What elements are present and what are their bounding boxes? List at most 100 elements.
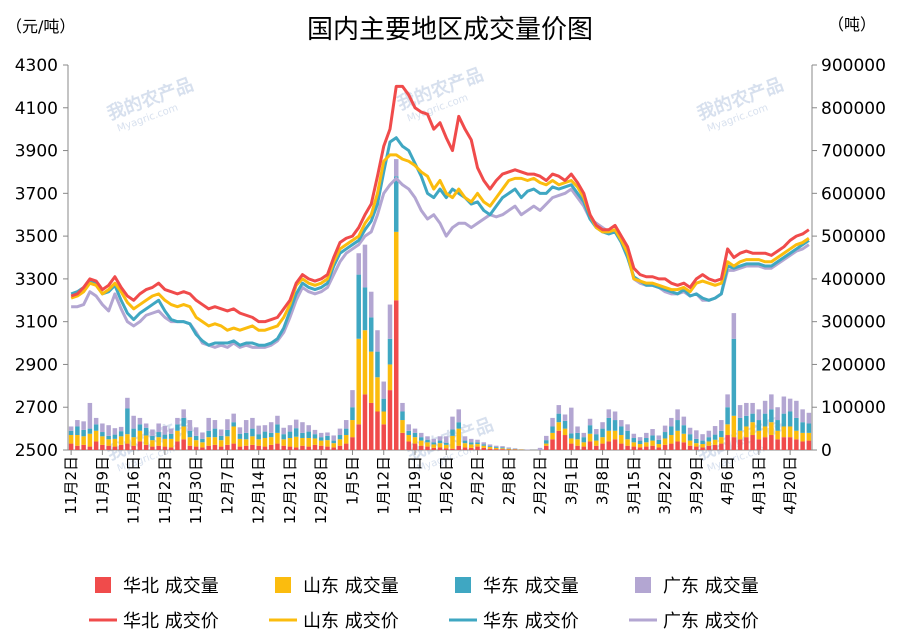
bar bbox=[487, 448, 493, 450]
bar bbox=[393, 300, 399, 450]
bar bbox=[193, 435, 199, 441]
bar bbox=[575, 432, 580, 440]
legend-label: 华东 成交价 bbox=[483, 611, 579, 632]
bar bbox=[143, 423, 149, 428]
bar bbox=[631, 433, 637, 439]
x-tick-label: 12月14日 bbox=[250, 456, 268, 524]
bar bbox=[594, 429, 599, 435]
legend-label: 广东 成交价 bbox=[663, 611, 759, 632]
bar bbox=[387, 338, 393, 365]
bar bbox=[431, 438, 436, 443]
bar bbox=[606, 441, 612, 450]
bar bbox=[731, 313, 737, 339]
legend-swatch bbox=[635, 577, 651, 593]
bar bbox=[612, 430, 618, 440]
bar bbox=[200, 438, 205, 443]
bar bbox=[750, 413, 755, 423]
bar bbox=[750, 422, 755, 436]
bar bbox=[781, 426, 787, 438]
bar bbox=[481, 445, 487, 448]
bar bbox=[719, 430, 724, 438]
bar bbox=[418, 445, 424, 450]
bar bbox=[293, 436, 299, 448]
bar bbox=[606, 430, 612, 442]
bar bbox=[450, 429, 455, 436]
bar bbox=[112, 438, 118, 447]
bar bbox=[412, 428, 418, 433]
y-tick-label: 4100 bbox=[15, 99, 58, 119]
bar bbox=[544, 443, 549, 446]
bar bbox=[787, 411, 793, 427]
bar bbox=[662, 432, 668, 439]
bar bbox=[293, 419, 299, 429]
bar bbox=[594, 434, 599, 441]
bar bbox=[143, 435, 149, 445]
bar bbox=[575, 439, 580, 446]
bar bbox=[800, 432, 805, 442]
bar bbox=[275, 415, 280, 425]
bar bbox=[619, 443, 624, 450]
bar bbox=[687, 427, 693, 435]
bar bbox=[368, 351, 374, 403]
bar bbox=[650, 445, 655, 450]
bar bbox=[737, 439, 743, 450]
bar bbox=[581, 437, 587, 443]
bar bbox=[694, 446, 699, 450]
bar bbox=[312, 444, 318, 450]
bar bbox=[156, 423, 161, 433]
x-tick-label: 4月6日 bbox=[719, 456, 737, 505]
x-tick-label: 1月5日 bbox=[343, 456, 361, 505]
bar bbox=[725, 407, 730, 425]
bar bbox=[193, 440, 199, 447]
bar bbox=[762, 426, 768, 438]
bar bbox=[325, 432, 330, 436]
bar bbox=[481, 444, 487, 446]
bar bbox=[181, 426, 186, 440]
bar bbox=[775, 420, 780, 431]
bar bbox=[368, 291, 374, 318]
bar bbox=[175, 441, 180, 450]
bar bbox=[781, 413, 787, 427]
bar bbox=[68, 426, 74, 431]
bar bbox=[731, 437, 737, 450]
bar bbox=[706, 430, 712, 438]
bar bbox=[275, 432, 280, 444]
bar bbox=[200, 442, 205, 448]
bar bbox=[581, 442, 587, 447]
bar bbox=[762, 437, 768, 450]
bar bbox=[381, 398, 386, 412]
bar bbox=[262, 438, 268, 447]
bar bbox=[781, 396, 787, 414]
bar bbox=[137, 424, 143, 431]
bar bbox=[293, 428, 299, 437]
bar bbox=[93, 417, 99, 425]
bar bbox=[162, 438, 168, 447]
bar bbox=[118, 444, 124, 450]
bar bbox=[431, 447, 436, 450]
line bbox=[70, 136, 810, 347]
bar bbox=[325, 435, 330, 441]
bar bbox=[356, 424, 361, 450]
bar bbox=[456, 428, 462, 446]
bar bbox=[118, 431, 124, 437]
bar bbox=[737, 417, 743, 431]
legend-swatch bbox=[455, 577, 471, 593]
bar bbox=[612, 420, 618, 431]
bar bbox=[669, 435, 674, 444]
bar bbox=[656, 435, 662, 440]
bar bbox=[494, 445, 499, 448]
bar bbox=[425, 439, 430, 443]
bar bbox=[556, 430, 562, 450]
x-tick-label: 1月19日 bbox=[406, 456, 424, 515]
bar bbox=[794, 430, 799, 440]
bar bbox=[218, 435, 224, 441]
bar bbox=[662, 438, 668, 445]
bar bbox=[93, 424, 99, 431]
bar bbox=[275, 443, 280, 450]
bar bbox=[281, 439, 286, 446]
bar bbox=[587, 441, 593, 450]
bar bbox=[318, 437, 324, 441]
bar bbox=[187, 430, 193, 438]
legend-label: 山东 成交量 bbox=[303, 576, 399, 597]
